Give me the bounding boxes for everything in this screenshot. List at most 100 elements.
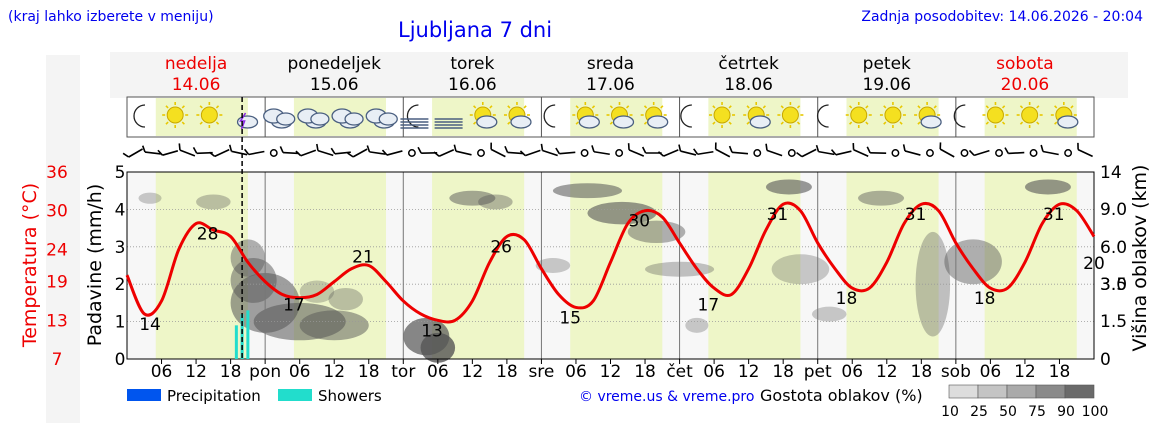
day-date: 15.06 — [310, 75, 359, 95]
wind-barb-feather — [1040, 144, 1044, 152]
sun-ray — [1001, 105, 1006, 109]
sun-ray — [165, 105, 169, 109]
wind-barb — [1077, 142, 1093, 158]
sun-ray — [609, 105, 613, 109]
wind-barb — [504, 145, 524, 155]
wind-barb-shaft — [715, 148, 731, 158]
day-name: ponedeljek — [287, 54, 381, 74]
x-tick-label: 06 — [151, 362, 173, 382]
last-update: Zadnja posodobitev: 14.06.2026 - 20:04 — [861, 9, 1143, 25]
sun-icon — [709, 102, 736, 128]
temperature-label: 13 — [421, 321, 443, 341]
wind-barb-shaft — [663, 149, 679, 157]
cloud-blob — [328, 287, 363, 311]
wind-barb-feather — [417, 146, 422, 154]
wind-barb — [208, 148, 230, 158]
sun-ray — [181, 105, 185, 109]
x-tick-label: 18 — [1049, 362, 1071, 382]
wind-barb-shaft — [455, 150, 472, 156]
cloud-blob — [685, 317, 709, 333]
cloud-shape — [344, 112, 364, 126]
wind-barb-shaft — [853, 149, 869, 157]
wind-barb-shaft — [214, 148, 230, 158]
wind-barb — [866, 146, 887, 154]
x-tick-label: sob — [941, 362, 971, 382]
sun-ray — [746, 121, 750, 125]
wind-calm-marker — [477, 149, 485, 157]
cloud-density-swatch — [977, 384, 1008, 399]
wind-barb-feather — [678, 144, 682, 152]
wind-barb-shaft — [766, 149, 783, 157]
temp-tick: 19 — [46, 273, 68, 293]
wind-barb — [765, 143, 783, 157]
sun-ray — [762, 105, 766, 109]
cloud-shape — [236, 115, 259, 129]
cloud-shape — [749, 115, 771, 129]
wind-barb-feather — [728, 145, 733, 153]
temperature-line — [125, 201, 1096, 324]
sun-ray — [489, 105, 493, 109]
day-header-band — [110, 52, 1128, 98]
x-tick-label: 12 — [738, 362, 760, 382]
sun-ray — [643, 105, 648, 109]
sun-ray — [848, 105, 853, 109]
sun-ray — [1054, 105, 1058, 109]
cloud-density-tick: 10 — [941, 404, 959, 420]
wind-barb-shaft — [179, 149, 196, 157]
wind-barb — [693, 148, 714, 156]
wind-calm-marker — [891, 149, 900, 157]
location-menu-note[interactable]: (kraj lahko izberete v meniju) — [8, 9, 214, 25]
wind-barb — [228, 144, 248, 156]
cloud-density-tick: 75 — [1028, 404, 1046, 420]
wind-barb-feather — [657, 151, 665, 157]
sun-ray — [883, 121, 887, 125]
wind-barb-shaft — [144, 151, 161, 155]
temp-tick: 7 — [52, 350, 63, 370]
sun-disc — [200, 106, 218, 124]
temperature-label: 30 — [628, 212, 650, 232]
cloud-blob — [420, 332, 456, 363]
cloud-height-tick: 3.0 — [1100, 275, 1127, 295]
sun-ray — [1054, 121, 1058, 125]
wind-barb — [939, 142, 955, 158]
cloud-blob — [811, 306, 847, 322]
temperature-label: 31 — [1043, 205, 1065, 225]
x-tick-label: 12 — [323, 362, 345, 382]
cloud-blob — [478, 194, 513, 210]
weather-icons — [133, 102, 1079, 130]
wind-barb-feather — [555, 147, 561, 155]
wind-barb — [728, 145, 749, 155]
cloud-blob — [944, 239, 1002, 285]
wind-barb-shaft — [731, 151, 749, 155]
cloud-height-tick: 0 — [1100, 350, 1111, 370]
x-axis: 06 12 18 pon 06 12 18 tor 06 12 18 sre 06 12 18 čet 06 12… — [151, 359, 1071, 382]
showers-bar — [240, 314, 244, 359]
sun-disc — [713, 106, 731, 124]
wind-barb — [381, 149, 403, 156]
sun-ray — [780, 121, 784, 125]
wind-barb — [1004, 147, 1025, 155]
wind-barb — [815, 144, 835, 156]
credit-link[interactable]: © vreme.us & vreme.pro — [579, 389, 754, 405]
wind-barb-shaft — [231, 150, 248, 156]
day-name: sreda — [587, 54, 634, 74]
wind-barb-feather — [433, 151, 440, 157]
sun-cloud-icon — [469, 102, 498, 129]
wind-barb-feather — [796, 152, 803, 158]
cloud-height-tick: 6.0 — [1100, 238, 1127, 258]
sun-cloud-icon — [1050, 102, 1079, 129]
wind-barb-feather — [968, 149, 975, 156]
temperature-label: 20 — [1083, 254, 1105, 274]
wind-calm-marker — [580, 149, 589, 157]
x-tick-label: 18 — [358, 362, 380, 382]
wind-barb-shaft — [697, 150, 714, 156]
temp-tick: 13 — [46, 311, 68, 331]
cloud-shape — [476, 115, 498, 129]
sun-cloud-icon — [743, 102, 771, 129]
cloud-density-swatch — [1006, 384, 1037, 399]
x-tick-label: 12 — [876, 362, 898, 382]
wind-calm-marker — [787, 149, 796, 157]
wind-calm-marker — [960, 149, 969, 157]
